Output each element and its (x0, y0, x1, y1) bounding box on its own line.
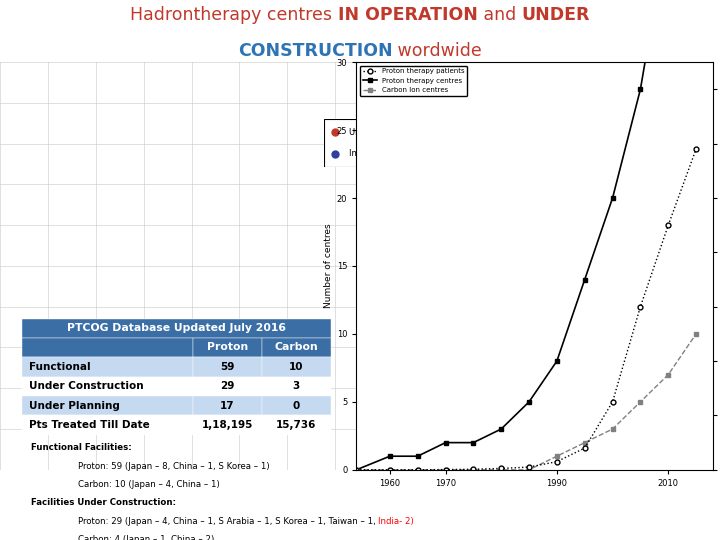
Text: IN OPERATION: IN OPERATION (338, 6, 477, 24)
Proton therapy patients (552, 458, 561, 465)
Carbon Ion centres (664, 372, 672, 378)
FancyBboxPatch shape (22, 357, 194, 376)
Text: 17: 17 (220, 401, 235, 410)
Text: 3: 3 (293, 381, 300, 391)
Text: 59: 59 (220, 362, 235, 372)
Text: 0: 0 (293, 401, 300, 410)
Proton therapy patients (608, 399, 617, 405)
FancyBboxPatch shape (261, 376, 331, 396)
FancyBboxPatch shape (261, 357, 331, 376)
Proton therapy centres (497, 426, 505, 432)
Proton therapy patients (664, 222, 672, 228)
Proton therapy centres (385, 453, 394, 460)
Line: Proton therapy patients: Proton therapy patients (354, 147, 698, 472)
FancyBboxPatch shape (194, 415, 261, 435)
FancyBboxPatch shape (194, 376, 261, 396)
Text: India- 2): India- 2) (378, 517, 414, 526)
Carbon Ion centres (552, 453, 561, 460)
FancyBboxPatch shape (261, 396, 331, 415)
Text: Under construction: Under construction (348, 128, 429, 137)
Carbon Ion centres (413, 467, 422, 473)
Carbon Ion centres (352, 467, 361, 473)
Text: 15,736: 15,736 (276, 420, 317, 430)
Text: CONSTRUCTION: CONSTRUCTION (238, 42, 392, 59)
Text: Carbon: Carbon (274, 342, 318, 353)
Text: Proton: Proton (207, 342, 248, 353)
Text: PTCOG Database Updated July 2016: PTCOG Database Updated July 2016 (67, 323, 286, 333)
Proton therapy centres (441, 440, 450, 446)
Proton therapy centres (413, 453, 422, 460)
FancyBboxPatch shape (22, 415, 194, 435)
FancyBboxPatch shape (194, 357, 261, 376)
Text: 29: 29 (220, 381, 235, 391)
Carbon Ion centres (525, 467, 534, 473)
Text: Pts Treated Till Date: Pts Treated Till Date (30, 420, 150, 430)
Text: Proton: 29 (Japan – 4, China – 1, S Arabia – 1, S Korea – 1, Taiwan – 1,: Proton: 29 (Japan – 4, China – 1, S Arab… (78, 517, 378, 526)
Carbon Ion centres (385, 467, 394, 473)
Carbon Ion centres (608, 426, 617, 432)
Text: In operation: In operation (348, 149, 400, 158)
Y-axis label: Number of centres: Number of centres (323, 224, 333, 308)
Carbon Ion centres (441, 467, 450, 473)
FancyBboxPatch shape (22, 396, 194, 415)
Text: Facilities Under Construction:: Facilities Under Construction: (31, 498, 176, 508)
Text: Carbon: 4 (Japan – 1, China – 2): Carbon: 4 (Japan – 1, China – 2) (78, 535, 214, 540)
Text: Hadrontherapy centres: Hadrontherapy centres (130, 6, 338, 24)
Text: wordwide: wordwide (392, 42, 482, 59)
FancyBboxPatch shape (261, 338, 331, 357)
Proton therapy centres (580, 276, 589, 283)
Text: Functional: Functional (30, 362, 91, 372)
Carbon Ion centres (636, 399, 644, 405)
Text: and: and (477, 6, 521, 24)
Text: 1,18,195: 1,18,195 (202, 420, 253, 430)
Legend: Proton therapy patients, Proton therapy centres, Carbon Ion centres: Proton therapy patients, Proton therapy … (360, 65, 467, 96)
Text: Under Planning: Under Planning (30, 401, 120, 410)
Carbon Ion centres (692, 330, 701, 337)
Proton therapy patients (692, 146, 701, 152)
FancyBboxPatch shape (22, 376, 194, 396)
Proton therapy patients (580, 445, 589, 451)
Carbon Ion centres (497, 467, 505, 473)
Proton therapy centres (352, 467, 361, 473)
FancyBboxPatch shape (194, 396, 261, 415)
Proton therapy patients (441, 466, 450, 472)
Proton therapy patients (636, 303, 644, 310)
Text: Functional Facilities:: Functional Facilities: (31, 443, 132, 452)
FancyBboxPatch shape (194, 338, 261, 357)
FancyBboxPatch shape (261, 415, 331, 435)
FancyBboxPatch shape (324, 119, 479, 167)
Proton therapy centres (608, 195, 617, 201)
Line: Proton therapy centres: Proton therapy centres (354, 0, 698, 472)
Text: Carbon: 10 (Japan – 4, China – 1): Carbon: 10 (Japan – 4, China – 1) (78, 480, 220, 489)
Text: Proton: 59 (Japan – 8, China – 1, S Korea – 1): Proton: 59 (Japan – 8, China – 1, S Kore… (78, 462, 269, 470)
Proton therapy centres (636, 86, 644, 92)
Proton therapy patients (352, 467, 361, 473)
FancyBboxPatch shape (22, 338, 194, 357)
Proton therapy patients (525, 464, 534, 470)
Proton therapy patients (413, 467, 422, 473)
Proton therapy patients (469, 466, 477, 472)
Line: Carbon Ion centres: Carbon Ion centres (354, 332, 698, 472)
Carbon Ion centres (469, 467, 477, 473)
Text: 10: 10 (289, 362, 304, 372)
Proton therapy centres (469, 440, 477, 446)
Text: Under Construction: Under Construction (30, 381, 144, 391)
Proton therapy patients (385, 467, 394, 473)
Proton therapy centres (552, 358, 561, 365)
Text: UNDER: UNDER (521, 6, 590, 24)
Proton therapy patients (497, 465, 505, 471)
FancyBboxPatch shape (22, 319, 331, 338)
Carbon Ion centres (580, 440, 589, 446)
Proton therapy centres (525, 399, 534, 405)
